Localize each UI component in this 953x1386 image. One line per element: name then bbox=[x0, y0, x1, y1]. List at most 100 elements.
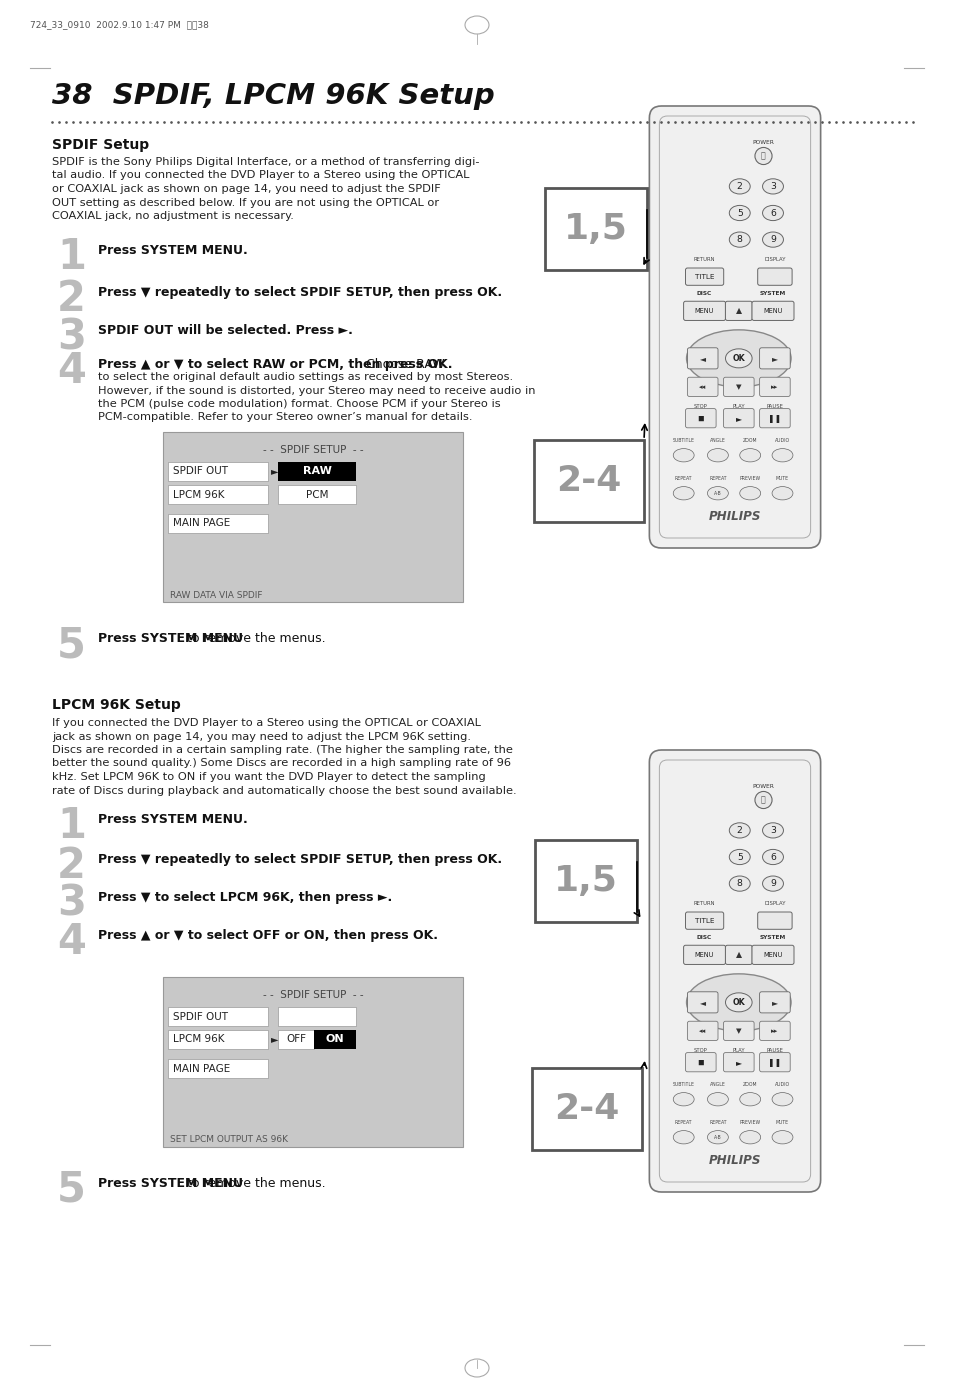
Bar bbox=[168, 485, 268, 505]
Text: ❚❚: ❚❚ bbox=[767, 413, 781, 423]
FancyBboxPatch shape bbox=[687, 377, 718, 396]
Ellipse shape bbox=[761, 231, 782, 247]
Text: SPDIF OUT: SPDIF OUT bbox=[172, 1012, 228, 1021]
Text: If you connected the DVD Player to a Stereo using the OPTICAL or COAXIAL: If you connected the DVD Player to a Ste… bbox=[52, 718, 480, 728]
FancyBboxPatch shape bbox=[751, 945, 793, 965]
Text: 1,5: 1,5 bbox=[563, 212, 627, 245]
Text: REPEAT: REPEAT bbox=[708, 475, 726, 481]
Text: POWER: POWER bbox=[752, 783, 774, 789]
FancyBboxPatch shape bbox=[759, 1021, 789, 1041]
Text: PREVIEW: PREVIEW bbox=[739, 475, 760, 481]
Text: ◄: ◄ bbox=[699, 998, 705, 1006]
Bar bbox=[544, 188, 646, 270]
FancyBboxPatch shape bbox=[683, 945, 725, 965]
Ellipse shape bbox=[761, 823, 782, 839]
Text: SYSTEM: SYSTEM bbox=[760, 934, 785, 940]
Bar bbox=[277, 485, 355, 505]
Text: LPCM 96K Setup: LPCM 96K Setup bbox=[52, 699, 180, 712]
Ellipse shape bbox=[771, 449, 792, 462]
Bar bbox=[163, 432, 462, 602]
Bar bbox=[168, 1030, 268, 1049]
FancyBboxPatch shape bbox=[759, 1052, 789, 1071]
FancyBboxPatch shape bbox=[722, 377, 753, 396]
Text: Press SYSTEM MENU: Press SYSTEM MENU bbox=[98, 1177, 243, 1191]
FancyBboxPatch shape bbox=[683, 301, 725, 320]
FancyBboxPatch shape bbox=[685, 912, 723, 929]
Text: ◼: ◼ bbox=[697, 413, 703, 423]
Bar bbox=[168, 1059, 268, 1078]
Ellipse shape bbox=[728, 179, 749, 194]
Text: 6: 6 bbox=[769, 852, 775, 862]
Bar bbox=[535, 840, 637, 922]
Text: MENU: MENU bbox=[694, 308, 714, 313]
Text: REPEAT: REPEAT bbox=[674, 475, 692, 481]
Text: SUBTITLE: SUBTITLE bbox=[672, 438, 694, 444]
Text: ON: ON bbox=[325, 1034, 344, 1045]
FancyBboxPatch shape bbox=[649, 105, 820, 547]
Text: PCM-compatible. Refer to your Stereo owner’s manual for details.: PCM-compatible. Refer to your Stereo own… bbox=[98, 413, 472, 423]
Text: 3: 3 bbox=[57, 316, 86, 358]
Text: PLAY: PLAY bbox=[732, 1048, 744, 1053]
Ellipse shape bbox=[673, 449, 694, 462]
FancyBboxPatch shape bbox=[751, 301, 793, 320]
Text: TITLE: TITLE bbox=[694, 918, 714, 923]
Text: PHILIPS: PHILIPS bbox=[708, 510, 760, 524]
Ellipse shape bbox=[754, 791, 771, 808]
Text: to remove the menus.: to remove the menus. bbox=[183, 632, 325, 644]
Text: A-B: A-B bbox=[713, 1135, 721, 1139]
Text: SPDIF is the Sony Philips Digital Interface, or a method of transferring digi-: SPDIF is the Sony Philips Digital Interf… bbox=[52, 157, 479, 166]
FancyBboxPatch shape bbox=[759, 992, 789, 1013]
Text: ▲: ▲ bbox=[735, 951, 741, 959]
Text: ZOOM: ZOOM bbox=[742, 1082, 757, 1087]
Text: 5: 5 bbox=[57, 624, 86, 667]
Text: - -  SPDIF SETUP  - -: - - SPDIF SETUP - - bbox=[262, 445, 363, 455]
Text: - -  SPDIF SETUP  - -: - - SPDIF SETUP - - bbox=[262, 990, 363, 1001]
Text: SYSTEM: SYSTEM bbox=[760, 291, 785, 295]
Bar bbox=[277, 1008, 355, 1026]
Ellipse shape bbox=[761, 850, 782, 865]
Text: OFF: OFF bbox=[286, 1034, 306, 1045]
Text: 2-4: 2-4 bbox=[554, 1092, 619, 1125]
Bar bbox=[277, 1030, 314, 1049]
Text: the PCM (pulse code modulation) format. Choose PCM if your Stereo is: the PCM (pulse code modulation) format. … bbox=[98, 399, 500, 409]
FancyBboxPatch shape bbox=[687, 992, 718, 1013]
Text: Press ▲ or ▼ to select OFF or ON, then press OK.: Press ▲ or ▼ to select OFF or ON, then p… bbox=[98, 929, 437, 942]
Text: or COAXIAL jack as shown on page 14, you need to adjust the SPDIF: or COAXIAL jack as shown on page 14, you… bbox=[52, 184, 440, 194]
Text: 1: 1 bbox=[57, 805, 86, 847]
Text: RAW: RAW bbox=[302, 467, 331, 477]
Ellipse shape bbox=[673, 486, 694, 500]
Text: DISPLAY: DISPLAY bbox=[763, 901, 785, 906]
Text: 4: 4 bbox=[57, 351, 86, 392]
Text: Press SYSTEM MENU.: Press SYSTEM MENU. bbox=[98, 814, 248, 826]
Text: ►: ► bbox=[271, 1034, 278, 1045]
Ellipse shape bbox=[724, 349, 751, 367]
FancyBboxPatch shape bbox=[759, 409, 789, 428]
Text: 3: 3 bbox=[769, 182, 775, 191]
Text: kHz. Set LPCM 96K to ON if you want the DVD Player to detect the sampling: kHz. Set LPCM 96K to ON if you want the … bbox=[52, 772, 485, 782]
Text: ▼: ▼ bbox=[735, 384, 740, 389]
Text: MUTE: MUTE bbox=[775, 475, 788, 481]
FancyBboxPatch shape bbox=[724, 301, 751, 320]
Text: LPCM 96K: LPCM 96K bbox=[172, 1034, 224, 1045]
Text: ▲: ▲ bbox=[735, 306, 741, 316]
Ellipse shape bbox=[707, 449, 727, 462]
Text: OK: OK bbox=[732, 353, 744, 363]
Text: Press ▲ or ▼ to select RAW or PCM, then press OK.: Press ▲ or ▼ to select RAW or PCM, then … bbox=[98, 358, 452, 371]
Ellipse shape bbox=[728, 823, 749, 839]
Ellipse shape bbox=[761, 179, 782, 194]
Text: 2: 2 bbox=[736, 826, 741, 834]
Text: 4: 4 bbox=[57, 922, 86, 963]
Text: ❚❚: ❚❚ bbox=[767, 1058, 781, 1067]
Text: However, if the sound is distorted, your Stereo may need to receive audio in: However, if the sound is distorted, your… bbox=[98, 385, 535, 395]
Bar bbox=[532, 1069, 641, 1150]
FancyBboxPatch shape bbox=[685, 409, 716, 428]
Text: Press ▼ repeatedly to select SPDIF SETUP, then press OK.: Press ▼ repeatedly to select SPDIF SETUP… bbox=[98, 852, 501, 866]
Text: 5: 5 bbox=[736, 208, 741, 218]
FancyBboxPatch shape bbox=[687, 348, 718, 369]
Text: 9: 9 bbox=[769, 236, 775, 244]
Text: PLAY: PLAY bbox=[732, 403, 744, 409]
Ellipse shape bbox=[728, 231, 749, 247]
Text: OUT setting as described below. If you are not using the OPTICAL or: OUT setting as described below. If you a… bbox=[52, 197, 438, 208]
Text: 5: 5 bbox=[736, 852, 741, 862]
Text: SET LPCM OUTPUT AS 96K: SET LPCM OUTPUT AS 96K bbox=[170, 1135, 288, 1145]
